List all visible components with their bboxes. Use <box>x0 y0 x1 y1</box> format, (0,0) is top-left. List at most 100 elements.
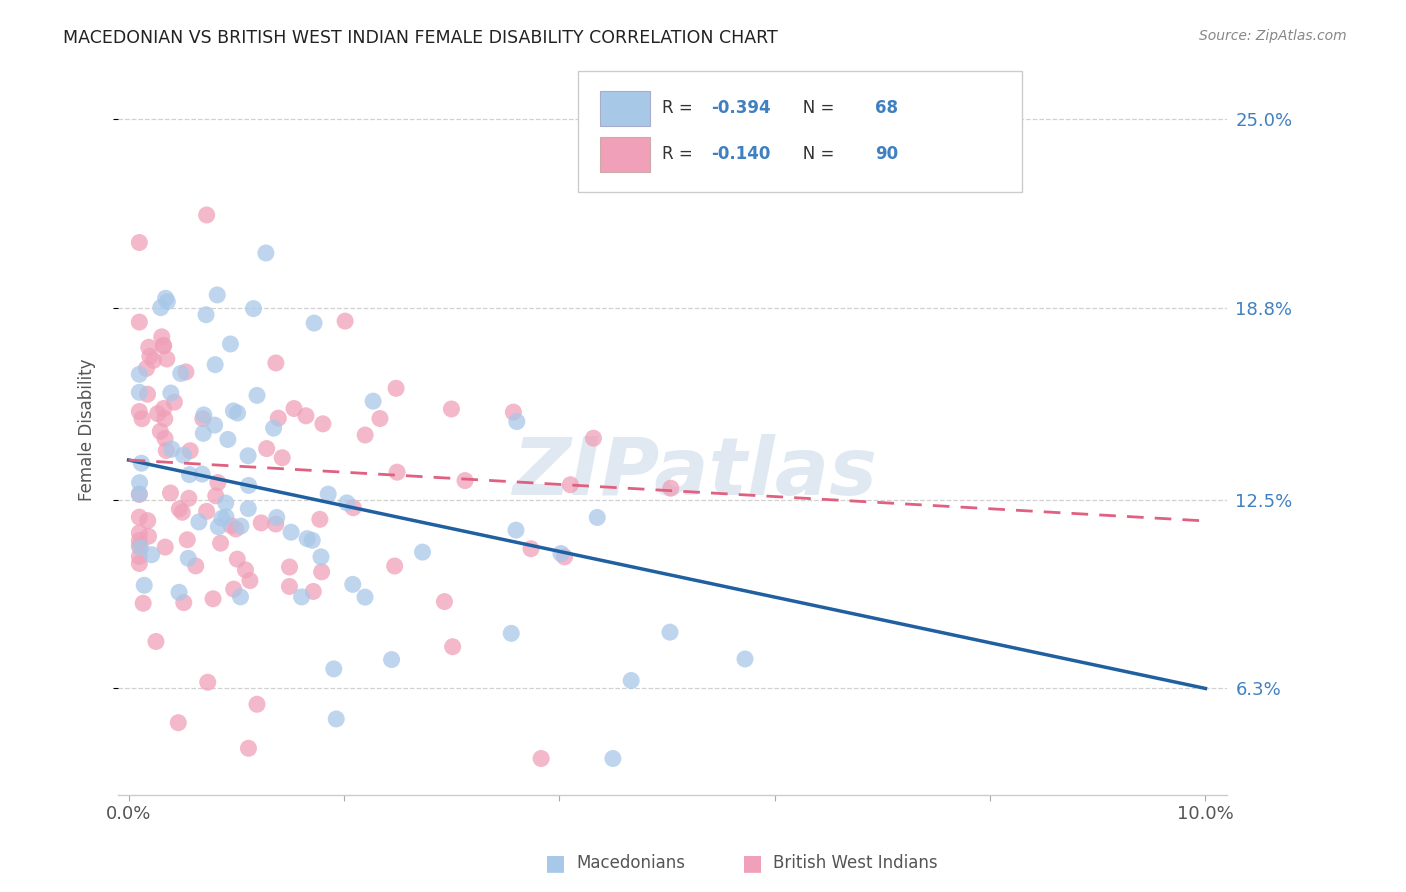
Point <box>219 518 242 533</box>
Point <box>193 408 215 422</box>
Point <box>128 475 150 490</box>
Point <box>264 516 287 531</box>
Point <box>530 751 553 765</box>
Point <box>295 409 318 423</box>
Point <box>263 421 285 435</box>
Point <box>238 501 260 516</box>
Point <box>226 552 249 566</box>
Point <box>246 388 269 402</box>
Point <box>256 442 278 456</box>
Point <box>238 478 260 492</box>
Point <box>659 481 682 495</box>
Point <box>202 591 225 606</box>
Point <box>152 338 174 352</box>
Text: Macedonians: Macedonians <box>576 855 686 872</box>
Text: -0.394: -0.394 <box>711 99 770 117</box>
Point <box>295 532 318 546</box>
Point <box>554 549 576 564</box>
Point <box>620 673 643 688</box>
Point <box>586 510 609 524</box>
Point <box>501 626 523 640</box>
Point <box>193 426 215 441</box>
Point <box>160 442 183 456</box>
Text: N =: N = <box>786 145 839 163</box>
Text: R =: R = <box>662 145 699 163</box>
Point <box>226 406 249 420</box>
Point <box>149 301 172 315</box>
Point <box>278 560 301 574</box>
Point <box>267 411 290 425</box>
Text: Source: ZipAtlas.com: Source: ZipAtlas.com <box>1199 29 1347 43</box>
Point <box>167 585 190 599</box>
Point <box>128 510 150 524</box>
Point <box>155 540 177 554</box>
Point <box>236 449 259 463</box>
Text: 90: 90 <box>876 145 898 163</box>
Point <box>312 417 335 431</box>
Point <box>215 496 238 510</box>
Point <box>195 208 218 222</box>
FancyBboxPatch shape <box>578 71 1022 192</box>
Point <box>149 425 172 439</box>
Point <box>342 500 364 515</box>
Point <box>197 675 219 690</box>
Text: R =: R = <box>662 99 699 117</box>
Point <box>128 533 150 548</box>
Point <box>411 545 433 559</box>
Point <box>385 381 408 395</box>
Point <box>128 539 150 553</box>
Point <box>179 467 201 482</box>
Point <box>291 590 314 604</box>
Point <box>333 314 356 328</box>
Point <box>150 330 173 344</box>
Point <box>219 337 242 351</box>
Point <box>211 511 233 525</box>
Point <box>238 741 260 756</box>
Point <box>128 368 150 382</box>
Point <box>550 547 572 561</box>
Text: -0.140: -0.140 <box>711 145 770 163</box>
Text: ■: ■ <box>742 854 762 873</box>
Point <box>239 574 262 588</box>
Point <box>159 486 181 500</box>
FancyBboxPatch shape <box>600 91 650 126</box>
Point <box>160 386 183 401</box>
Point <box>156 294 179 309</box>
Point <box>278 579 301 593</box>
Point <box>217 433 239 447</box>
Point <box>153 411 176 425</box>
Point <box>141 548 163 562</box>
Point <box>176 533 198 547</box>
Point <box>170 367 193 381</box>
Point <box>155 291 177 305</box>
Point <box>222 404 245 418</box>
Text: 68: 68 <box>876 99 898 117</box>
Point <box>215 509 238 524</box>
Point <box>301 533 323 548</box>
Point <box>440 402 463 417</box>
Point <box>302 584 325 599</box>
Point <box>132 596 155 610</box>
Point <box>131 411 153 425</box>
Point <box>167 715 190 730</box>
Point <box>368 411 391 425</box>
Point <box>271 450 294 465</box>
Point <box>138 340 160 354</box>
Point <box>146 407 169 421</box>
Point <box>322 662 344 676</box>
Point <box>659 625 682 640</box>
Point <box>283 401 305 416</box>
Point <box>229 519 252 533</box>
Point <box>204 358 226 372</box>
Point <box>128 235 150 250</box>
Point <box>502 405 524 419</box>
Point <box>139 350 162 364</box>
Point <box>155 443 177 458</box>
Point <box>207 475 229 490</box>
Point <box>128 549 150 564</box>
Point <box>441 640 464 654</box>
Point <box>191 411 214 425</box>
Point <box>128 525 150 540</box>
Point <box>266 510 288 524</box>
Y-axis label: Female Disability: Female Disability <box>79 359 96 500</box>
